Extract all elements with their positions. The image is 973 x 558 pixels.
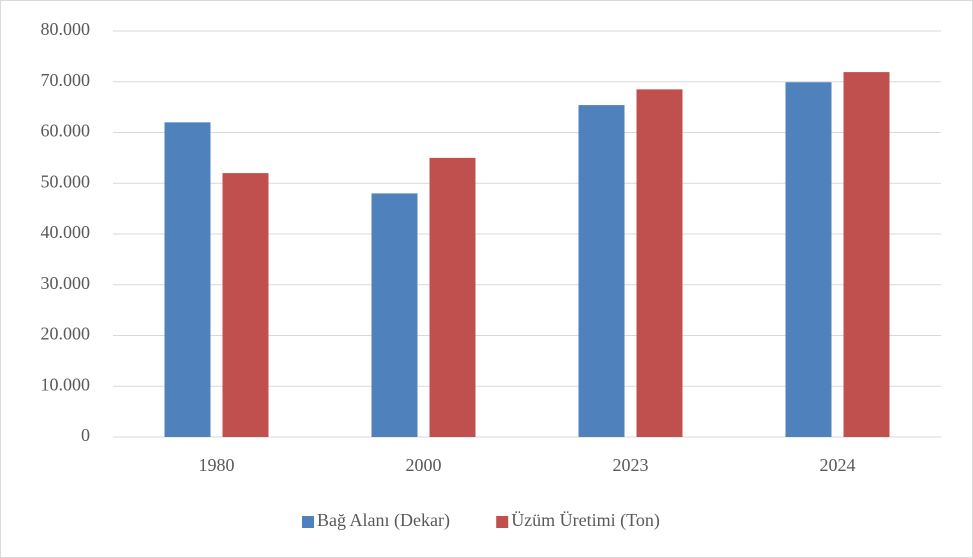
legend-swatch bbox=[302, 516, 314, 528]
y-tick-label: 70.000 bbox=[41, 70, 91, 90]
bar bbox=[429, 157, 476, 437]
legend-swatch bbox=[496, 516, 509, 528]
legend-label: Bağ Alanı (Dekar) bbox=[317, 510, 450, 531]
y-tick-label: 50.000 bbox=[41, 171, 91, 191]
legend-label: Üzüm Üretimi (Ton) bbox=[511, 510, 660, 531]
y-tick-label: 20.000 bbox=[41, 324, 91, 344]
x-tick-label: 2024 bbox=[820, 455, 856, 475]
bar bbox=[164, 122, 211, 437]
bar bbox=[636, 89, 683, 438]
y-tick-label: 60.000 bbox=[41, 121, 91, 141]
y-tick-label: 10.000 bbox=[41, 374, 91, 394]
bar bbox=[222, 173, 269, 437]
x-tick-label: 2023 bbox=[613, 455, 649, 475]
bar bbox=[371, 193, 418, 437]
y-tick-label: 40.000 bbox=[41, 222, 91, 242]
y-tick-label: 80.000 bbox=[41, 19, 91, 39]
bar bbox=[785, 82, 832, 437]
x-tick-label: 1980 bbox=[199, 455, 235, 475]
y-tick-label: 30.000 bbox=[41, 273, 91, 293]
x-tick-label: 2000 bbox=[406, 455, 442, 475]
bar bbox=[578, 105, 625, 437]
bar bbox=[843, 72, 890, 438]
y-tick-label: 0 bbox=[81, 425, 90, 445]
